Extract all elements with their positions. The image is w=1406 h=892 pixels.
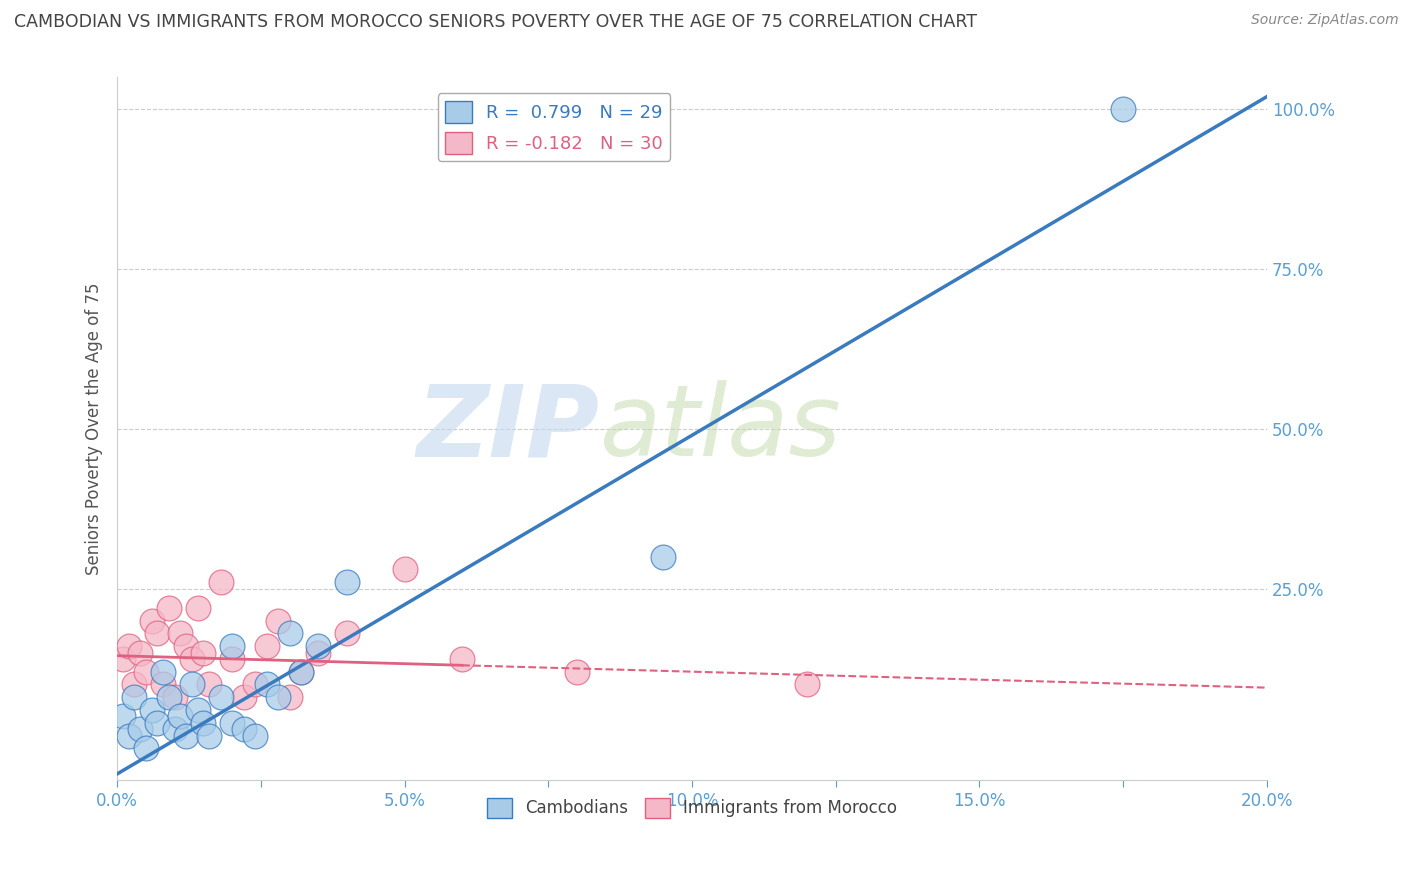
Point [169,709,191,723]
Point [135,741,157,756]
Point [652,549,675,564]
Text: atlas: atlas [600,380,842,477]
Point [163,690,186,705]
Text: CAMBODIAN VS IMMIGRANTS FROM MOROCCO SENIORS POVERTY OVER THE AGE OF 75 CORRELAT: CAMBODIAN VS IMMIGRANTS FROM MOROCCO SEN… [14,13,977,31]
Point [256,677,278,691]
Point [135,665,157,679]
Point [221,715,243,730]
Point [146,715,169,730]
Point [181,652,204,666]
Point [124,690,146,705]
Point [129,646,152,660]
Point [169,626,191,640]
Legend: Cambodians, Immigrants from Morocco: Cambodians, Immigrants from Morocco [481,791,904,825]
Point [163,722,186,736]
Point [198,677,221,691]
Point [187,600,209,615]
Point [221,652,243,666]
Point [565,665,588,679]
Point [336,575,359,590]
Point [141,703,163,717]
Point [336,626,359,640]
Point [243,677,266,691]
Point [111,652,134,666]
Point [1112,103,1135,117]
Point [152,665,174,679]
Point [174,639,197,653]
Point [451,652,474,666]
Point [290,665,312,679]
Point [221,639,243,653]
Point [394,562,416,576]
Point [111,709,134,723]
Point [256,639,278,653]
Point [118,729,141,743]
Point [141,614,163,628]
Point [232,690,254,705]
Point [146,626,169,640]
Point [232,722,254,736]
Point [193,646,215,660]
Point [267,614,290,628]
Point [174,729,197,743]
Point [152,677,174,691]
Point [187,703,209,717]
Point [307,639,329,653]
Point [118,639,141,653]
Point [307,646,329,660]
Point [157,600,180,615]
Text: ZIP: ZIP [418,380,600,477]
Text: Source: ZipAtlas.com: Source: ZipAtlas.com [1251,13,1399,28]
Point [124,677,146,691]
Point [129,722,152,736]
Point [796,677,818,691]
Point [243,729,266,743]
Point [267,690,290,705]
Point [209,575,232,590]
Point [278,690,301,705]
Y-axis label: Seniors Poverty Over the Age of 75: Seniors Poverty Over the Age of 75 [86,283,103,575]
Point [209,690,232,705]
Point [181,677,204,691]
Point [157,690,180,705]
Point [290,665,312,679]
Point [198,729,221,743]
Point [193,715,215,730]
Point [278,626,301,640]
